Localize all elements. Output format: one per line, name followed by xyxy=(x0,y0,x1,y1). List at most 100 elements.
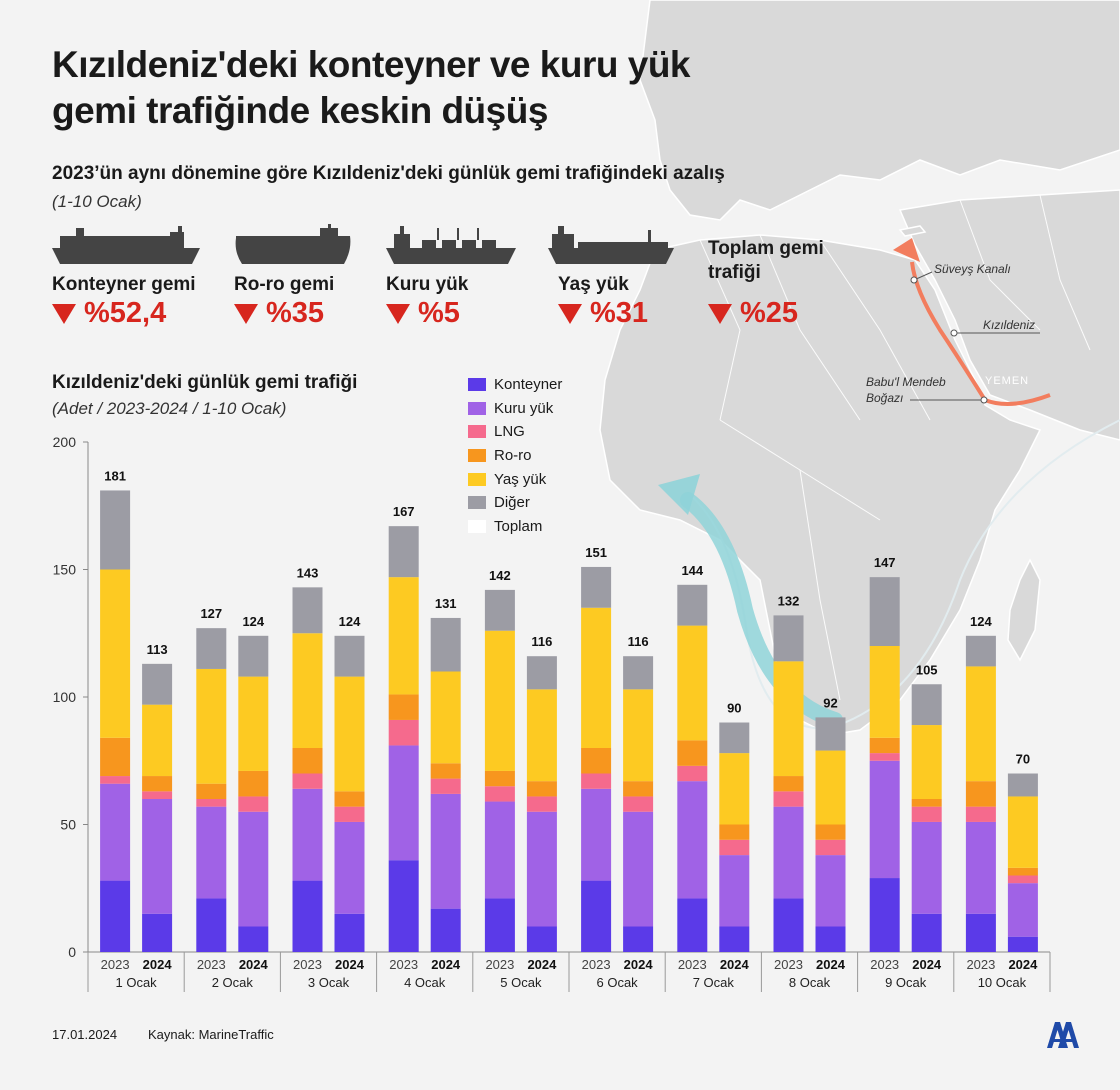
chart-subtitle: (Adet / 2023-2024 / 1-10 Ocak) xyxy=(52,399,287,418)
legend-item: Ro-ro xyxy=(468,444,562,468)
bar-segment xyxy=(292,880,323,952)
bar-segment xyxy=(677,740,708,766)
bar-segment xyxy=(100,490,131,570)
total-label: 131 xyxy=(435,596,457,611)
group-label: 9 Ocak xyxy=(885,975,927,990)
bar-segment xyxy=(719,824,750,840)
bar-segment xyxy=(292,788,323,881)
down-arrow-icon xyxy=(708,303,732,324)
bar-segment xyxy=(677,781,708,899)
bar-segment xyxy=(526,926,557,952)
bar-segment xyxy=(965,806,996,822)
legend-swatch xyxy=(468,519,486,533)
stat-tanker: Yaş yük %31 xyxy=(558,273,648,330)
bar-segment xyxy=(388,526,419,578)
bar-segment xyxy=(430,793,461,909)
bar-segment xyxy=(719,855,750,927)
total-label: 70 xyxy=(1016,752,1030,767)
bar-segment xyxy=(238,676,269,771)
tanker-ship-icon xyxy=(548,226,674,264)
bar-segment xyxy=(1007,773,1038,797)
group-label: 5 Ocak xyxy=(500,975,542,990)
year-label: 2024 xyxy=(527,957,557,972)
total-label: 181 xyxy=(104,468,126,483)
down-arrow-icon xyxy=(386,303,410,324)
stat-name: Yaş yük xyxy=(558,274,629,295)
bar-segment xyxy=(815,750,846,825)
bar-segment xyxy=(484,589,515,631)
bar-segment xyxy=(484,898,515,952)
year-label: 2024 xyxy=(431,957,461,972)
group-label: 1 Ocak xyxy=(116,975,158,990)
bar-segment xyxy=(869,760,900,879)
bar-segment xyxy=(1007,883,1038,937)
legend-swatch xyxy=(468,449,486,463)
map-label-red-sea: Kızıldeniz xyxy=(983,318,1035,332)
bar-segment xyxy=(430,617,461,672)
bar-segment xyxy=(677,625,708,741)
bar-segment xyxy=(142,799,173,914)
bar-segment xyxy=(430,778,461,794)
bar-segment xyxy=(581,773,612,789)
bar-segment xyxy=(142,663,173,705)
legend-item: Konteyner xyxy=(468,373,562,397)
legend-label: LNG xyxy=(494,423,525,441)
bar-segment xyxy=(719,722,750,754)
bar-segment xyxy=(815,926,846,952)
bar-segment xyxy=(869,753,900,761)
group-label: 4 Ocak xyxy=(404,975,446,990)
bar-segment xyxy=(484,630,515,771)
bar-segment xyxy=(719,839,750,856)
bar-segment xyxy=(677,584,708,626)
bar-segment xyxy=(484,801,515,899)
bar-segment xyxy=(815,824,846,840)
bar-segment xyxy=(388,719,419,746)
group-label: 10 Ocak xyxy=(978,975,1027,990)
bar-segment xyxy=(581,566,612,608)
year-label: 2023 xyxy=(774,957,803,972)
page-title: Kızıldeniz'deki konteyner ve kuru yük ge… xyxy=(52,44,691,131)
bar-segment xyxy=(815,855,846,927)
bar-segment xyxy=(334,913,365,952)
bar-segment xyxy=(911,821,942,914)
year-label: 2024 xyxy=(720,957,750,972)
legend-label: Yaş yük xyxy=(494,470,547,488)
bar-segment xyxy=(581,788,612,881)
bar-segment xyxy=(1007,867,1038,876)
down-arrow-icon xyxy=(234,303,258,324)
total-label: 113 xyxy=(147,642,168,657)
y-tick-label: 100 xyxy=(53,689,77,705)
stat-value: %5 xyxy=(418,297,460,329)
legend-item: LNG xyxy=(468,420,562,444)
stat-value: %31 xyxy=(590,297,649,329)
section-subtitle: 2023’ün aynı dönemine göre Kızıldeniz'de… xyxy=(52,163,725,184)
legend-item: Diğer xyxy=(468,491,562,515)
bar-segment xyxy=(292,748,323,774)
legend-item: Kuru yük xyxy=(468,397,562,421)
bar-segment xyxy=(526,796,557,812)
bar-segment xyxy=(869,737,900,754)
bar-segment xyxy=(911,806,942,822)
bar-segment xyxy=(196,799,227,807)
total-label: 124 xyxy=(339,614,361,629)
map-label-bab-line2: Boğazı xyxy=(866,391,903,405)
bar-segment xyxy=(388,577,419,695)
bar-segment xyxy=(965,821,996,914)
footer-date: 17.01.2024 xyxy=(52,1027,118,1042)
bar-segment xyxy=(623,689,654,782)
bar-segment xyxy=(238,926,269,952)
bar-segment xyxy=(430,908,461,952)
stat-dry-bulk: Kuru yük %5 xyxy=(386,273,468,330)
y-tick-label: 150 xyxy=(53,562,77,578)
bar-segment xyxy=(623,656,654,690)
bar-segment xyxy=(142,791,173,799)
bar-segment xyxy=(623,781,654,797)
bar-segment xyxy=(334,635,365,677)
legend-swatch xyxy=(468,496,486,510)
bar-segment xyxy=(238,796,269,812)
bar-segment xyxy=(196,628,227,669)
bar-segment xyxy=(719,926,750,952)
year-label: 2023 xyxy=(582,957,611,972)
total-label: 124 xyxy=(242,614,264,629)
